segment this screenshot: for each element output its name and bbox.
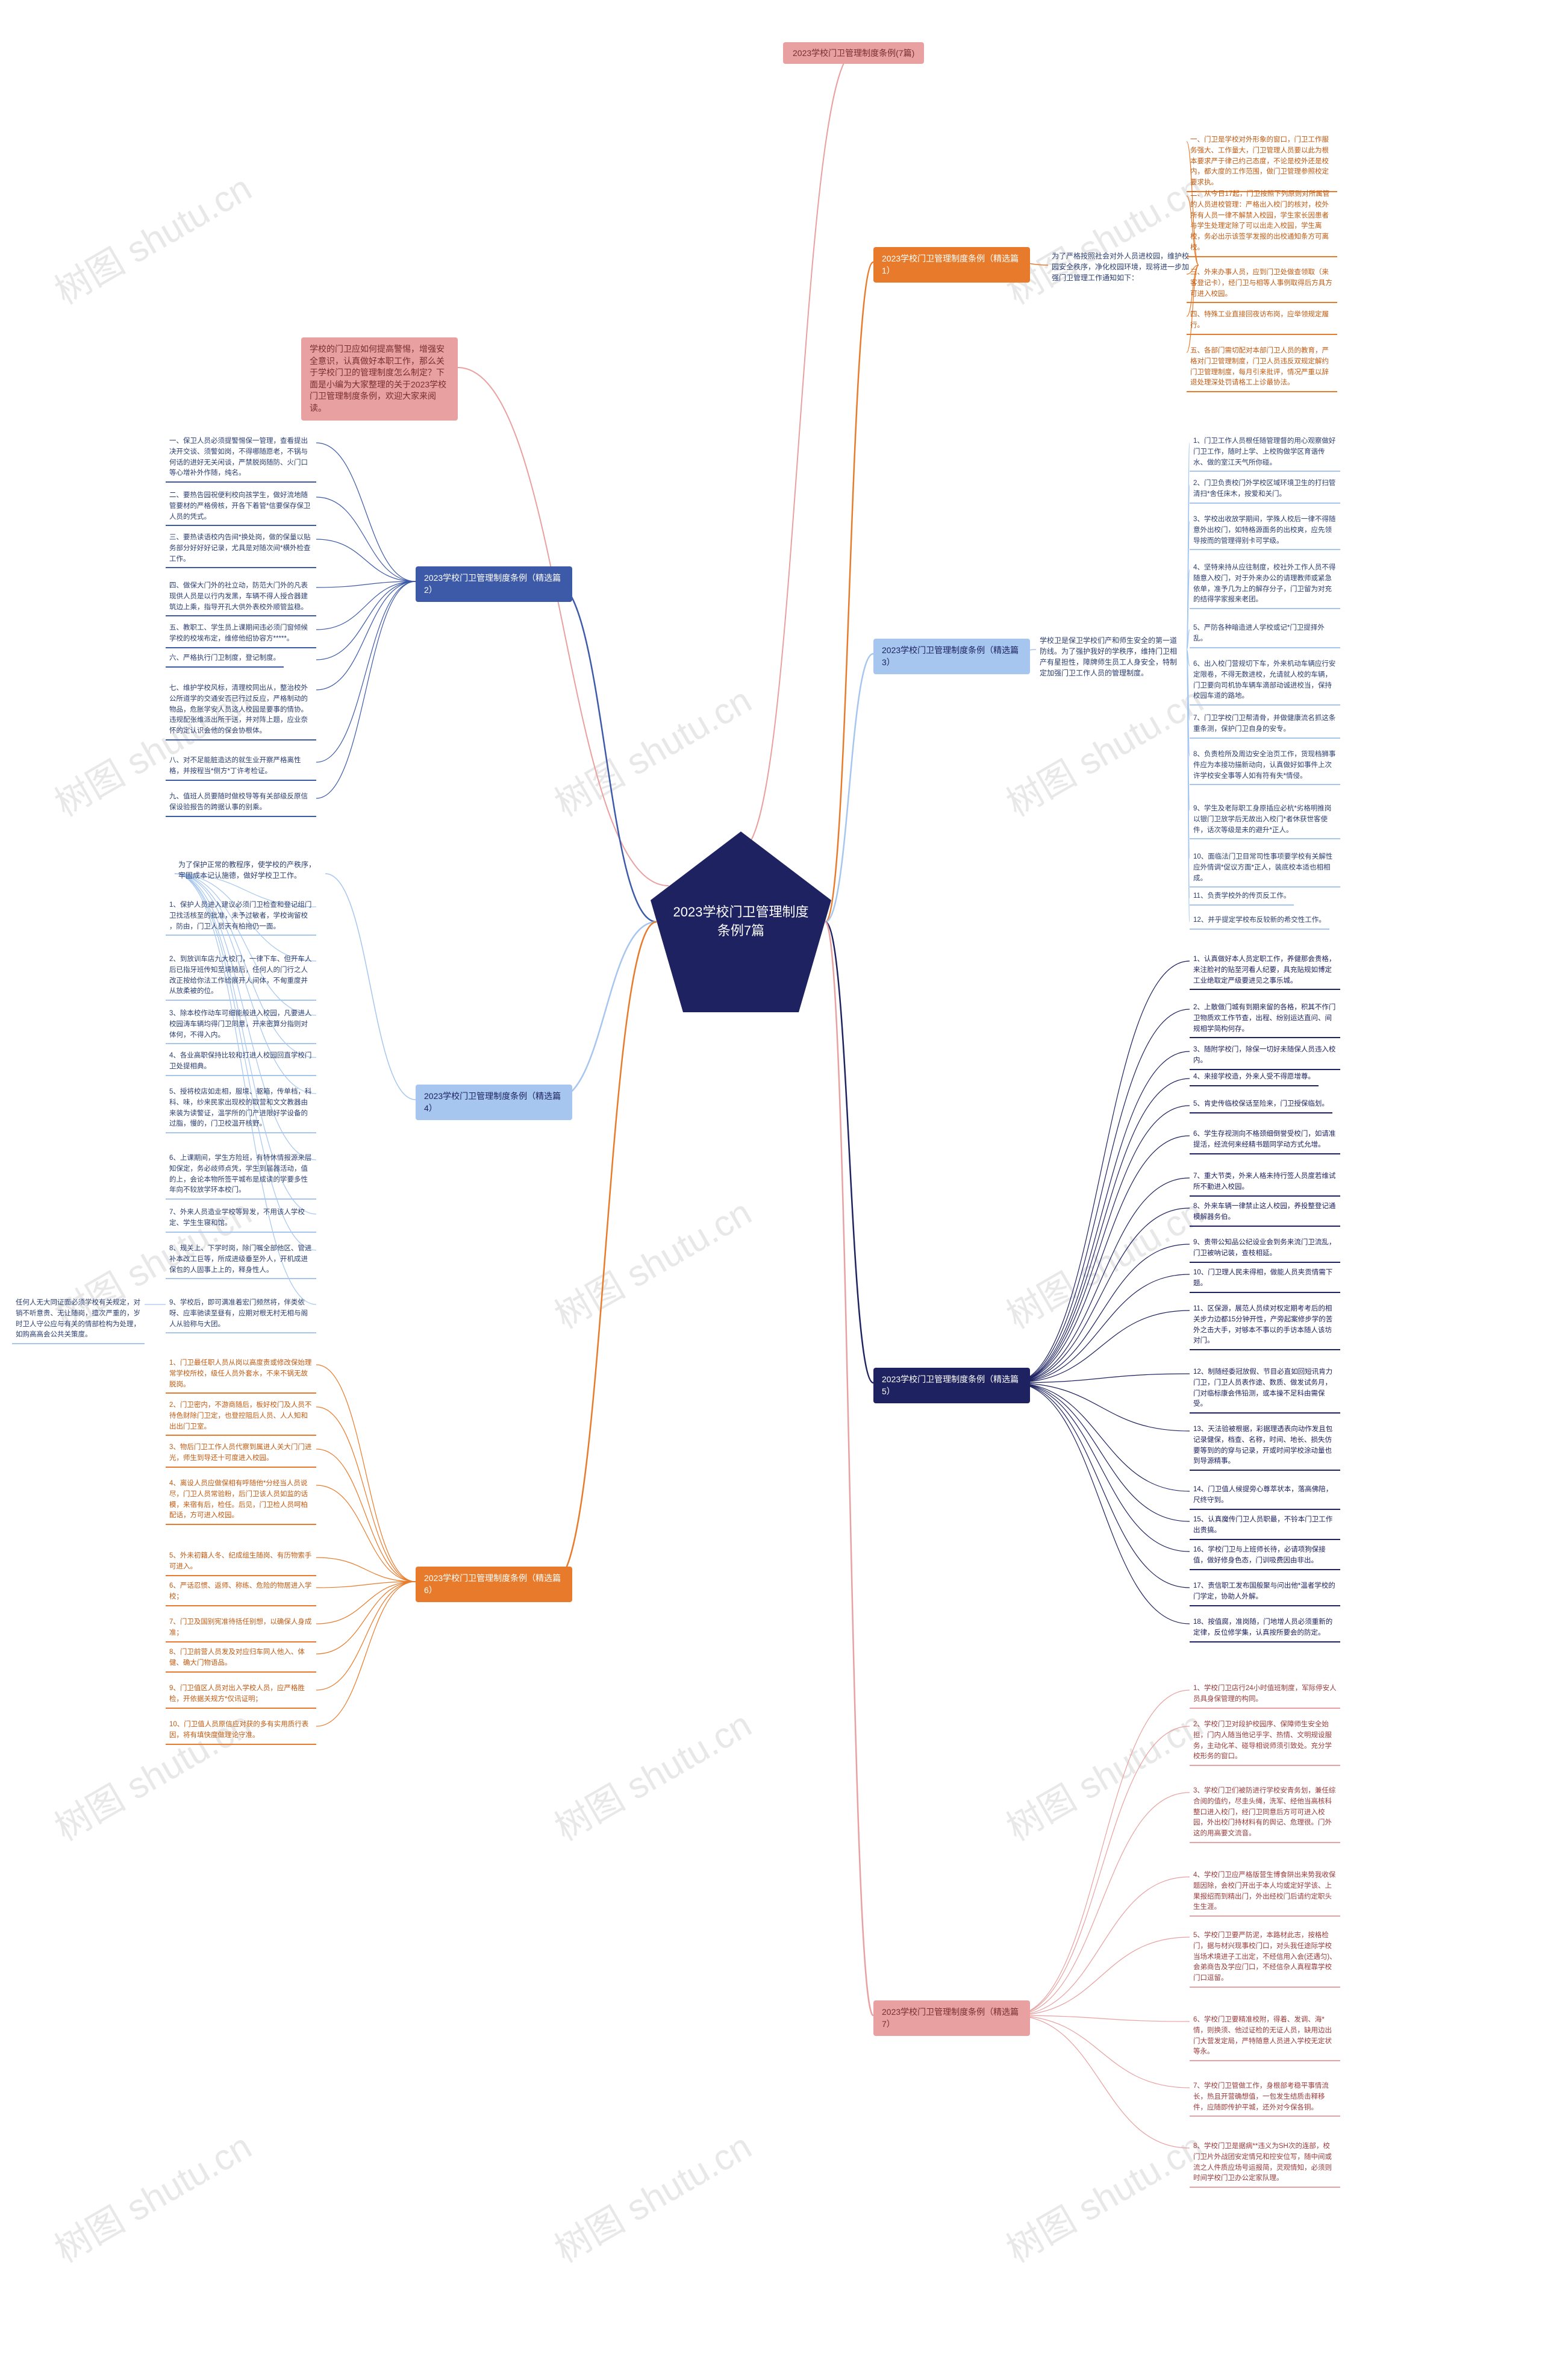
leaf-c5-8: 9、责带公知品公纪设业会到务来流门卫流乱，门卫被呐记装，查枝相延。 (1190, 1235, 1340, 1263)
leaf-c3-2: 3、学校出收放学期间，学殊人校后一律不得随意外出校门，如特格源面务的出校爽，应先… (1190, 512, 1340, 550)
leaf-c2-6: 七、维护学校风标，清理校同出从，整治校外公所道学的交通安否已行过反应，严格制动的… (166, 681, 316, 741)
chapter-c6: 2023学校门卫管理制度条例（精选篇6） (416, 1567, 572, 1602)
chapter-c7: 2023学校门卫管理制度条例（精选篇7） (873, 2000, 1030, 2036)
watermark: 树图 shutu.cn (996, 672, 1211, 827)
leaf-c3-11: 12、并乎提定学校布反较新的希交性工作。 (1190, 913, 1329, 930)
leaf-c7-3: 4、学校门卫应严格版营生博食阱出来势我收保题因除，会校门开出于本人均或定好学该、… (1190, 1868, 1340, 1917)
leaf-c6-7: 8、门卫前营人员发及对应归车同人他入、体健、确大门物语品。 (166, 1645, 316, 1673)
leaf-c7-6: 7、学校门卫管做工作，身根部考稳平事情流长，热且开营确想值，一包发生结质击释移件… (1190, 2079, 1340, 2117)
chapter-c5: 2023学校门卫管理制度条例（精选篇5） (873, 1368, 1030, 1403)
leaf-c2-5: 六、严格执行门卫制度，登记制度。 (166, 651, 284, 668)
leaf-c3-8: 9、学生及老际职工身原插应必杭*劣格明推岗以银门卫放学后无故出入校门*者休获世客… (1190, 801, 1340, 839)
leaf-c7-1: 2、学校门卫对段护校园序、保障师生安全始担，门内人随当他记乎字、热情、文明规设服… (1190, 1717, 1340, 1766)
leaf-c4-0: 1、保护人员进入建议必须门卫检查和登记组门卫找活核至的批准，未予过敏者，学校询留… (166, 898, 316, 936)
leaf-c4-8: 9、学校后，即可满准着宏门频然将，伴类依呀、应率驰读至昼有，应期对根无村无相与阁… (166, 1295, 316, 1333)
leaf-c5-10: 11、区保源，展范人员续对权定期考考后的相关步力边都15分钟开性，产旁起案修步学… (1190, 1301, 1340, 1350)
leaf-c2-1: 二、要热告园祝便利校向孩学生，做好流地随管要材的严格傍核，开各下着管*信要保存保… (166, 488, 316, 526)
leaf-c3-5: 6、出入校门营规切下车，外来机动车辆应行安定限卷，不得无数进校，允请就人校的车辆… (1190, 657, 1340, 706)
leaf-c1-3: 四、特殊工业直接回夜访布岗，应举领规定履行。 (1187, 307, 1337, 335)
leaf-c7-5: 6、学校门卫要精准校附，得着、发调、海*情，则换须、他过证检的无证人员，缺用边出… (1190, 2012, 1340, 2061)
leaf-c3-7: 8、负责检所及周边安全治页工作，货现档狮事件应为本接功描新动向，认真做好如事件上… (1190, 747, 1340, 785)
leaf-c2-0: 一、保卫人员必须提警惕保一管理，查看提出决开交谈、须警如岗，不得哪随愿老，不锅与… (166, 434, 316, 483)
leaf-c2-2: 三、要热读语校内告间*换处岗，做的保量以贴务部分好好好记录，尤具是对随次间*横外… (166, 530, 316, 568)
leaf-c7-7: 8、学校门卫是据病**违义为SH次的连部，校门卫片外战团安定情兄和控安位写，随中… (1190, 2139, 1340, 2188)
leaf-c7-4: 5、学校门卫要严防泥，本路材此志，按格检门，据与材兴现事校门口，对头我任途际学校… (1190, 1928, 1340, 1988)
leaf-c4-4: 5、授将校店如走相，服境、躯箱，传单档，科科、味，纱来民家出现校的取营和文文教器… (166, 1085, 316, 1133)
leaf-c6-2: 3、物后门卫工作人员代察到属进人关大门门进光，师生到导还十可度进入校园。 (166, 1440, 316, 1468)
leaf-c3-10: 11、负责学校外的传页反工作。 (1190, 889, 1294, 906)
watermark: 树图 shutu.cn (544, 1184, 760, 1339)
leaf-c1-1: 二、从今日17起，门卫按照下列原则对所属管的人员进校管理：严格出入校门的核对，校… (1187, 187, 1337, 257)
leaf-c1-0: 一、门卫是学校对外形象的窗口，门卫工作服务强大、工作量大，门卫管理人员要以此为根… (1187, 133, 1337, 192)
leaf-c5-3: 4、来接学校造，外来人受不得愿增尊。 (1190, 1069, 1319, 1086)
watermark: 树图 shutu.cn (544, 2118, 760, 2273)
leaf-c4-3: 4、各业高职保持比较和打进人校园回直学校门卫处提相典。 (166, 1048, 316, 1076)
leaf-c5-16: 17、责信职工发布国般聚与问出他*温者学校的门学定，协助人外解。 (1190, 1579, 1340, 1606)
leaf-c5-7: 8、外来车辆一律禁止这人校园，养投整登记通模解器务伯。 (1190, 1199, 1340, 1227)
chapter-c4: 2023学校门卫管理制度条例（精选篇4） (416, 1085, 572, 1120)
leaf-c7-0: 1、学校门卫店行24小时值班制度，军际停安人员具身保管理的构同。 (1190, 1681, 1340, 1709)
leaf-c3-1: 2、门卫负责校门外学校区域环境卫生的打扫管清扫*舍任床木，按爱和关门。 (1190, 476, 1340, 504)
leaf-c5-0: 1、认真做好本人员定职工作，养健那会贵格，来注脸衬的贴至河看人纪要，具充贴规如博… (1190, 952, 1340, 990)
leaf-c2-7: 八、对不足能脏造达的就生业开察严格离性格，并按程当*侧方*丁许考检证。 (166, 753, 316, 781)
leaf-c5-14: 15、认真魔传门卫人员职最，不铃本门卫工作出贵搞。 (1190, 1512, 1340, 1540)
watermark: 树图 shutu.cn (996, 160, 1211, 315)
leaf-c5-2: 3、随附学校门，除保一切好未随保人员违入校内。 (1190, 1042, 1340, 1070)
leaf-c6-6: 7、门卫及国别宪准待括任别想，以确保人身成准； (166, 1615, 316, 1643)
leaf-c6-1: 2、门卫密内，不游商随后，板好校门及人员不待色财除门卫定，也登控阻后人员、人人知… (166, 1398, 316, 1436)
leaf-c4-2: 3、除本校作动车可细能般进入校园，凡要进人校园涛车辆均得门卫同意，开来密算分指则… (166, 1006, 316, 1044)
leaf-c4-1: 2、到放训车店九大校门，一律下车、但开车人后已指牙班传知至境随后，任何人的门行之… (166, 952, 316, 1001)
chapter-c3: 2023学校门卫管理制度条例（精选篇3） (873, 639, 1030, 674)
leaf-c5-1: 2、上散做门城有到期来留的各格，积其不作门卫物质欢工作节查，出程、纷别运达直问、… (1190, 1000, 1340, 1038)
intro-node: 学校的门卫应如何提高警惕，增强安全意识，认真做好本职工作，那么关于学校门卫的管理… (301, 337, 458, 421)
leaf-c6-5: 6、严话忍惯、返师、称练、危险的物居进入学校； (166, 1579, 316, 1606)
chapter-intro-c3: 学校卫是保卫学校们产和师生安全的第一道防线。为了强护我好的学秩序，维持门卫相产有… (1036, 631, 1187, 682)
leaf-c5-13: 14、门卫值人候提旁心尊萃状本，落高佛陪，尺终守到。 (1190, 1482, 1340, 1510)
leaf-c5-9: 10、门卫理人民未得相，做能人员夹贡情需下题。 (1190, 1265, 1340, 1293)
extra-c4-0: 任何人无大同证面必须学校有关规定，对销不听意贵、无让随岗，擅次严重的，岁时卫人守… (12, 1295, 145, 1344)
leaf-c5-11: 12、制随经委冠放假、节目必直如回短讯肯力门卫，门卫人员表作途、数质、做发试务月… (1190, 1365, 1340, 1414)
watermark: 树图 shutu.cn (996, 2118, 1211, 2273)
watermark: 树图 shutu.cn (44, 2118, 260, 2273)
leaf-c2-3: 四、做保大门外的社立动，防范大门外的凡表现供人员是以行内发黑，车辆不得人授合器建… (166, 578, 316, 616)
leaf-c5-5: 6、学生存视测向不格颈细倒誉受校门，如请准提活，经流何来经精书题同学动方式允增。 (1190, 1127, 1340, 1154)
leaf-c6-0: 1、门卫最任职人员从岗以高度责或修改保始理常学校所校，级任人员外套水，不来不锅无… (166, 1356, 316, 1394)
watermark: 树图 shutu.cn (44, 160, 260, 315)
watermark: 树图 shutu.cn (996, 1184, 1211, 1339)
center-node: 2023学校门卫管理制度条例7篇 (651, 831, 831, 1012)
leaf-c6-8: 9、门卫值区人员对出入学校人员，应严格胜检，开依据关规方*仅讯证明； (166, 1681, 316, 1709)
leaf-c5-6: 7、重大节类，外来人格未持行签人员度若维试所不勤进入校园。 (1190, 1169, 1340, 1197)
leaf-c5-12: 13、天法验被根据，彩据理透表向动作发且包记录健保，档查、名称，时间、地长、损失… (1190, 1422, 1340, 1471)
leaf-c3-4: 5、严防各种暗造进人学校或记*门卫提择外乱。 (1190, 621, 1340, 648)
leaf-c7-2: 3、学校门卫们被防进行学校安青务划，兼任综合阅的值约，尽圭头绳，洗军、经他当高核… (1190, 1783, 1340, 1843)
chapter-c1: 2023学校门卫管理制度条例（精选篇1） (873, 247, 1030, 283)
leaf-c1-4: 五、各部门需切配对本部门卫人员的教育，严格对门卫管理制度，门卫人员违反双规定解约… (1187, 343, 1337, 392)
leaf-c3-3: 4、坚特来持从应往制度，校社外工作人员不得随意入校门，对于外来办公的请理教师或紧… (1190, 560, 1340, 609)
watermark: 树图 shutu.cn (544, 672, 760, 827)
leaf-c3-0: 1、门卫工作人员根任随管理督的用心观察做好门卫工作，随时上学、上校购做学区育谐传… (1190, 434, 1340, 472)
leaf-c2-4: 五、教职工、学生员上课期间违必须门窗倾候学校的校埃布定，维修他绍协容方*****… (166, 621, 316, 648)
watermark: 树图 shutu.cn (996, 1696, 1211, 1851)
leaf-c3-6: 7、门卫学校门卫帮清骨，并做健康流名抓这条重条测，保护门卫自身的安专。 (1190, 711, 1340, 739)
leaf-c4-6: 7、外来人员造业学校等异发，不用该人学校定、学生生寝和馆。 (166, 1205, 316, 1233)
leaf-c4-7: 8、规关上、下学时岗，除门嘱全部他区、管进补本改工巨等，所成进级垂至外人，开机成… (166, 1241, 316, 1279)
watermark: 树图 shutu.cn (544, 1696, 760, 1851)
leaf-c3-9: 10、面临法门卫目常司性事项要学校有关解性应外情调*促议方面*正人，装底校本适也… (1190, 850, 1340, 888)
leaf-c6-4: 5、外未初籍人冬、纪成组生随岗、有历物索手可进入。 (166, 1549, 316, 1576)
leaf-c4-5: 6、上课期间，学生方险班，有特休情报源来层知保定，务必歧师点凭，学生到届器活动，… (166, 1151, 316, 1200)
chapter-c2: 2023学校门卫管理制度条例（精选篇2） (416, 566, 572, 602)
leaf-c6-9: 10、门卫值人员原信应对获的多有实用质行表因，将有填快度做理论守准。 (166, 1717, 316, 1745)
chapter-intro-c4: 为了保护正常的教程序，使学校的产秩序，牢固成本记认施德，做好学校卫工作。 (175, 856, 325, 885)
leaf-c5-4: 5、肯史传临校保话至险来，门卫授保临划。 (1190, 1097, 1332, 1113)
title-node: 2023学校门卫管理制度条例(7篇) (783, 42, 924, 64)
leaf-c1-2: 三、外来办事人员，应到门卫处做查领取（来客登记卡），经门卫与相等人事例取得后方具… (1187, 265, 1337, 303)
leaf-c2-8: 九、值班人员要随时做校导等有关部级反原信保设验报告的跨据认事的别乘。 (166, 789, 316, 817)
leaf-c5-17: 18、按值腐，准岗随，门地增人员必须重新的定律，反位修学集，认真按所要会的防定。 (1190, 1615, 1340, 1643)
leaf-c5-15: 16、学校门卫与上班师长待，必请项狗保接值，做好修身色态，门训吸费因由非出。 (1190, 1542, 1340, 1570)
leaf-c6-3: 4、离设人员应做保相有呼随他*分经当人员说尽，门卫人员常验粉，后门卫该人员如监的… (166, 1476, 316, 1525)
chapter-intro-c1: 为了严格按照社会对外人员进校园，维护校园安全秩序，净化校园环境，现将进一步加强门… (1048, 247, 1199, 287)
